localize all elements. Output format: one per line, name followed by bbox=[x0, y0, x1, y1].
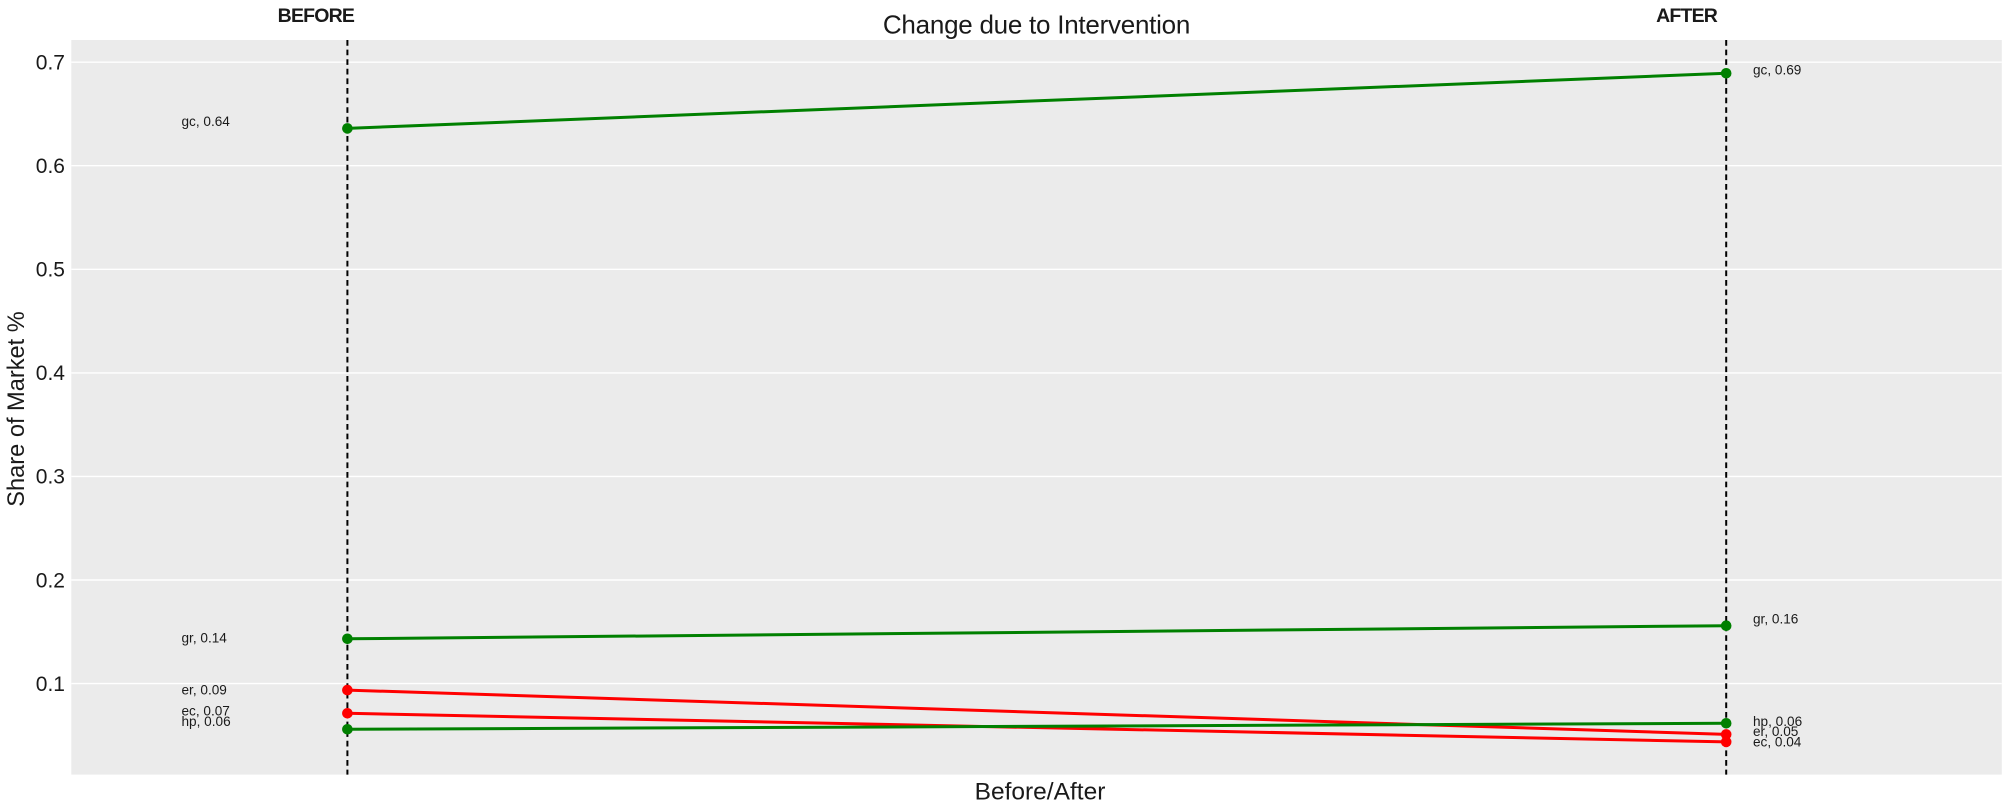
svg-text:Before/After: Before/After bbox=[975, 778, 1106, 805]
svg-text:hp, 0.06: hp, 0.06 bbox=[1753, 714, 1802, 729]
svg-text:0.7: 0.7 bbox=[36, 52, 65, 75]
svg-text:0.3: 0.3 bbox=[36, 466, 65, 489]
svg-text:0.1: 0.1 bbox=[36, 673, 65, 696]
svg-text:0.2: 0.2 bbox=[36, 569, 65, 592]
svg-text:er, 0.09: er, 0.09 bbox=[182, 683, 227, 698]
svg-text:ec, 0.04: ec, 0.04 bbox=[1753, 734, 1802, 749]
svg-text:0.4: 0.4 bbox=[36, 362, 66, 385]
svg-text:BEFORE: BEFORE bbox=[278, 5, 355, 27]
svg-text:Share of Market %: Share of Market % bbox=[4, 311, 30, 506]
svg-text:gr, 0.16: gr, 0.16 bbox=[1753, 611, 1798, 626]
svg-text:gc, 0.64: gc, 0.64 bbox=[182, 114, 231, 129]
svg-text:gr, 0.14: gr, 0.14 bbox=[182, 631, 228, 646]
svg-text:er, 0.05: er, 0.05 bbox=[1753, 724, 1798, 739]
svg-text:hp, 0.06: hp, 0.06 bbox=[182, 714, 231, 729]
svg-text:0.6: 0.6 bbox=[36, 155, 65, 178]
svg-text:Change due to Intervention: Change due to Intervention bbox=[883, 10, 1190, 40]
svg-text:gc, 0.69: gc, 0.69 bbox=[1753, 62, 1801, 77]
svg-text:AFTER: AFTER bbox=[1656, 5, 1718, 27]
svg-text:ec, 0.07: ec, 0.07 bbox=[182, 704, 230, 719]
svg-text:0.5: 0.5 bbox=[36, 259, 65, 282]
